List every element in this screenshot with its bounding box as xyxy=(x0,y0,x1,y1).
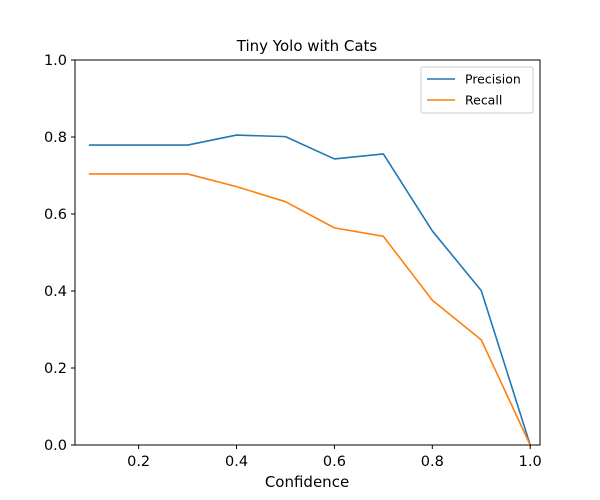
y-tick-label: 0.4 xyxy=(44,284,67,300)
y-tick-label: 0.8 xyxy=(44,130,67,146)
legend-label-recall: Recall xyxy=(465,93,502,108)
x-tick-label: 0.8 xyxy=(421,454,444,470)
series-line-recall xyxy=(88,173,532,447)
x-axis-label: Confidence xyxy=(265,473,349,491)
chart-title: Tiny Yolo with Cats xyxy=(236,37,378,55)
y-tick-label: 0.6 xyxy=(44,207,67,223)
y-tick-label: 0.2 xyxy=(44,361,67,377)
y-axis-ticks: 0.0 0.2 0.4 0.6 0.8 1.0 xyxy=(44,53,75,454)
series-line-precision xyxy=(88,134,532,447)
plot-area xyxy=(88,134,532,447)
x-axis-ticks: 0.2 0.4 0.6 0.8 1.0 xyxy=(127,445,542,470)
x-tick-label: 1.0 xyxy=(519,454,542,470)
legend-label-precision: Precision xyxy=(465,72,521,87)
y-tick-label: 0.0 xyxy=(44,438,67,454)
legend: Precision Recall xyxy=(420,66,534,114)
x-tick-label: 0.6 xyxy=(323,454,346,470)
x-tick-label: 0.4 xyxy=(225,454,248,470)
axes-frame xyxy=(74,59,541,446)
y-tick-label: 1.0 xyxy=(44,53,67,69)
x-tick-label: 0.2 xyxy=(127,454,150,470)
